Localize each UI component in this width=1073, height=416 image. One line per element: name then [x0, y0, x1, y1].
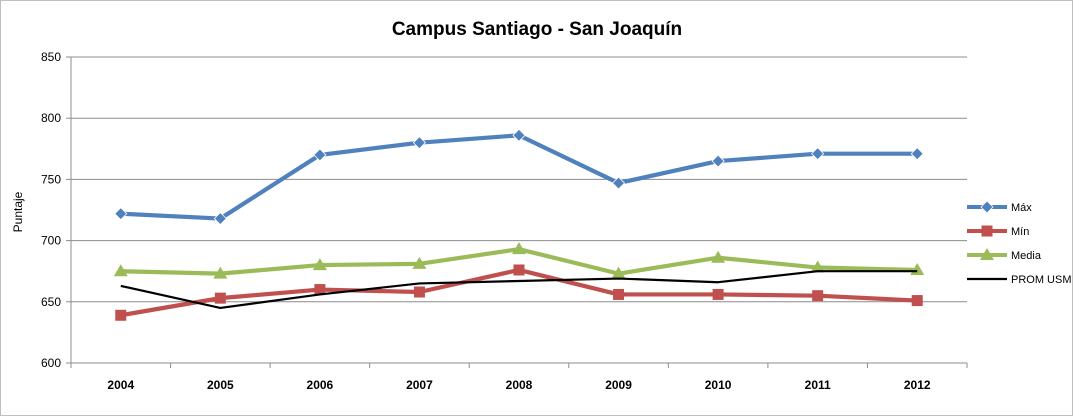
y-tick-labels: 600 650 700 750 800 850 [41, 50, 61, 370]
data-point-diamond [611, 176, 626, 190]
data-point-square [115, 309, 127, 321]
y-tick-label: 700 [41, 234, 61, 248]
series-line [120, 133, 918, 221]
x-tick-label: 2012 [904, 378, 931, 392]
data-point-diamond [910, 147, 924, 161]
legend-item: Máx [967, 200, 1032, 214]
y-tick-label: 850 [41, 50, 61, 64]
series-group [113, 128, 925, 321]
series-2 [115, 264, 923, 321]
data-point-triangle [312, 258, 327, 271]
legend-label: Media [1011, 250, 1042, 262]
data-point-triangle [412, 256, 427, 269]
series-1 [114, 128, 924, 226]
series-line [120, 267, 918, 318]
data-point-diamond [811, 147, 825, 161]
data-point-diamond [980, 200, 994, 214]
legend-label: Mín [1011, 226, 1029, 238]
data-point-diamond [213, 212, 227, 226]
x-tick-label: 2006 [307, 378, 334, 392]
legend-item: Mín [967, 225, 1029, 238]
axes [66, 56, 968, 368]
data-point-square [513, 264, 525, 276]
data-point-diamond [711, 154, 725, 168]
data-point-triangle [611, 266, 626, 279]
data-point-triangle [711, 250, 726, 263]
chart-title: Campus Santiago - San Joaquín [392, 19, 682, 40]
x-tick-label: 2011 [805, 378, 831, 392]
data-point-triangle [213, 266, 228, 279]
x-tick-label: 2004 [107, 378, 134, 392]
legend-item: PROM USM [967, 274, 1072, 286]
data-point-square [712, 288, 724, 300]
data-point-triangle [810, 260, 825, 273]
y-tick-label: 600 [41, 356, 61, 370]
data-point-square [812, 290, 824, 302]
data-point-square [413, 286, 425, 298]
data-point-triangle [980, 248, 994, 260]
data-point-diamond [512, 128, 526, 142]
data-point-square [911, 295, 923, 307]
x-tick-label: 2008 [506, 378, 533, 392]
data-point-diamond [313, 148, 327, 162]
x-tick-label: 2010 [705, 378, 732, 392]
y-tick-label: 800 [41, 111, 61, 125]
y-axis-label: Puntaje [11, 191, 25, 232]
data-point-diamond [114, 207, 128, 221]
series-4 [120, 270, 918, 310]
data-point-triangle [512, 242, 526, 255]
y-tick-label: 650 [41, 295, 61, 309]
data-point-diamond [412, 136, 427, 150]
x-tick-label: 2005 [207, 378, 234, 392]
data-point-square [613, 288, 625, 300]
x-tick-label: 2009 [605, 378, 632, 392]
legend-item: Media [967, 248, 1042, 262]
data-point-square [314, 284, 326, 296]
legend-label: Máx [1011, 202, 1032, 214]
data-point-triangle [113, 264, 128, 277]
legend: Máx Mín Media PROM USM [967, 200, 1072, 286]
series-line [120, 270, 918, 310]
x-tick-labels: 2004 2005 2006 2007 2008 2009 2010 2011 2012 [107, 378, 930, 392]
y-tick-label: 750 [41, 172, 61, 186]
x-tick-label: 2007 [406, 378, 433, 392]
gridlines [71, 56, 967, 303]
legend-label: PROM USM [1011, 274, 1072, 286]
data-point-square [981, 225, 993, 237]
data-point-square [214, 292, 226, 304]
